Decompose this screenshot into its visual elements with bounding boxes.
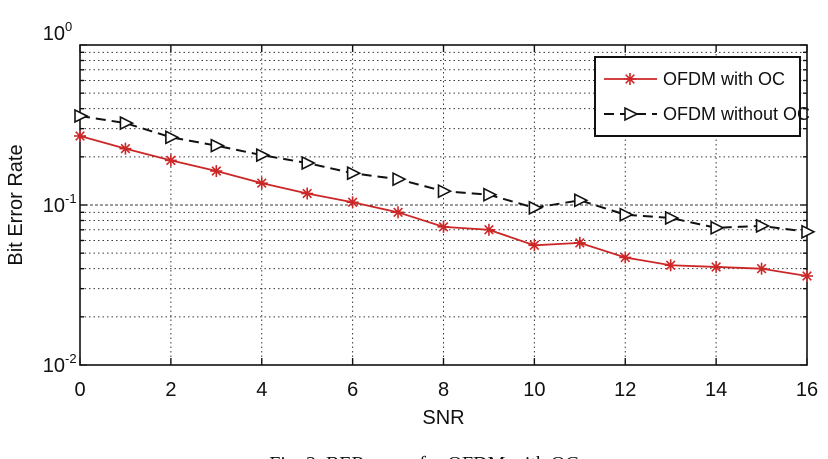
legend-box bbox=[594, 56, 801, 137]
legend: OFDM with OC OFDM without OC bbox=[594, 56, 810, 137]
figure-caption: Fig. 3 BER curve for OFDM with OC bbox=[0, 430, 828, 459]
series-markers bbox=[74, 129, 813, 282]
legend-entry-ofdm-without-oc bbox=[604, 106, 657, 122]
series-ofdm-without-oc bbox=[74, 108, 816, 240]
svg-text:-2: -2 bbox=[65, 351, 77, 366]
svg-text:16: 16 bbox=[796, 379, 818, 401]
svg-text:10: 10 bbox=[523, 379, 545, 401]
y-axis-label: Bit Error Rate bbox=[5, 144, 27, 265]
x-axis-label: SNR bbox=[422, 407, 464, 429]
svg-text:4: 4 bbox=[256, 379, 267, 401]
svg-text:0: 0 bbox=[65, 19, 72, 34]
legend-label: OFDM without OC bbox=[663, 104, 810, 124]
legend-label: OFDM with OC bbox=[663, 69, 785, 89]
series-ofdm-with-oc bbox=[74, 129, 813, 282]
x-tick-labels: 0 2 4 6 8 10 12 14 16 bbox=[74, 379, 818, 401]
svg-text:0: 0 bbox=[74, 379, 85, 401]
grid bbox=[80, 45, 807, 365]
svg-text:10: 10 bbox=[43, 355, 65, 377]
svg-text:10: 10 bbox=[43, 195, 65, 217]
svg-text:6: 6 bbox=[347, 379, 358, 401]
svg-text:8: 8 bbox=[438, 379, 449, 401]
svg-text:14: 14 bbox=[705, 379, 727, 401]
svg-text:-1: -1 bbox=[65, 191, 77, 206]
svg-text:10: 10 bbox=[43, 23, 65, 45]
svg-text:2: 2 bbox=[165, 379, 176, 401]
caption-text: Fig. 3 BER curve for OFDM with OC bbox=[269, 453, 578, 459]
legend-entry-ofdm-with-oc bbox=[604, 73, 657, 85]
series-markers bbox=[74, 108, 816, 240]
svg-text:12: 12 bbox=[614, 379, 636, 401]
axis-ticks bbox=[79, 44, 808, 366]
